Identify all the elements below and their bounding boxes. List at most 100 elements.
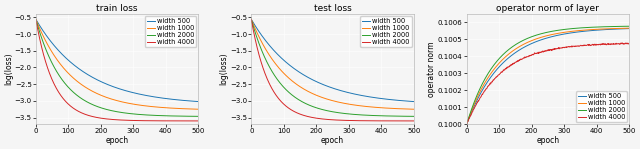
width 2000 — [352, 114, 360, 115]
width 4000 — [568, 46, 575, 48]
Y-axis label: log(loss): log(loss) — [220, 53, 228, 85]
width 4000 — [570, 45, 577, 47]
width 500 — [352, 93, 360, 95]
width 2000 — [139, 114, 147, 116]
width 1000 — [72, 80, 80, 81]
width 500 — [522, 45, 530, 47]
width 2000 — [597, 26, 605, 28]
width 1000 — [510, 49, 518, 51]
width 1000 — [32, 18, 40, 20]
width 1000 — [570, 30, 577, 32]
width 4000 — [195, 120, 202, 122]
width 2000 — [248, 18, 255, 20]
width 1000 — [294, 85, 302, 86]
width 2000 — [568, 28, 575, 30]
width 4000 — [32, 18, 40, 20]
width 2000 — [72, 94, 80, 96]
width 4000 — [354, 120, 362, 122]
width 500 — [91, 78, 99, 80]
Line: width 500: width 500 — [252, 19, 413, 102]
width 2000 — [79, 99, 87, 100]
width 2000 — [503, 50, 511, 52]
width 500 — [195, 101, 202, 103]
width 500 — [72, 66, 80, 67]
width 2000 — [382, 115, 390, 117]
width 500 — [463, 123, 470, 125]
width 4000 — [410, 120, 417, 122]
width 1000 — [568, 31, 575, 32]
Line: width 1000: width 1000 — [467, 28, 629, 124]
width 1000 — [354, 105, 362, 106]
Line: width 4000: width 4000 — [252, 19, 413, 121]
width 4000 — [597, 43, 605, 45]
width 500 — [79, 71, 87, 72]
width 500 — [354, 94, 362, 96]
width 2000 — [570, 28, 577, 29]
width 1000 — [137, 104, 145, 106]
width 2000 — [195, 115, 202, 117]
width 1000 — [382, 107, 390, 109]
Line: width 2000: width 2000 — [467, 26, 629, 124]
Line: width 2000: width 2000 — [36, 19, 198, 116]
width 1000 — [463, 123, 470, 125]
width 4000 — [382, 120, 390, 122]
width 500 — [248, 18, 255, 20]
width 2000 — [463, 123, 470, 125]
width 500 — [139, 94, 147, 96]
Line: width 500: width 500 — [467, 29, 629, 124]
width 4000 — [288, 109, 296, 111]
X-axis label: epoch: epoch — [321, 136, 344, 145]
Legend: width 500, width 1000, width 2000, width 4000: width 500, width 1000, width 2000, width… — [360, 16, 412, 47]
width 1000 — [79, 85, 87, 86]
width 1000 — [522, 42, 530, 44]
width 500 — [382, 98, 390, 100]
width 1000 — [503, 55, 511, 56]
Legend: width 500, width 1000, width 2000, width 4000: width 500, width 1000, width 2000, width… — [575, 91, 627, 122]
width 2000 — [510, 45, 518, 47]
width 4000 — [248, 18, 255, 20]
width 500 — [288, 66, 296, 67]
Title: train loss: train loss — [97, 4, 138, 13]
width 2000 — [166, 115, 174, 117]
width 500 — [307, 78, 314, 80]
X-axis label: epoch: epoch — [106, 136, 129, 145]
width 500 — [503, 58, 511, 60]
width 1000 — [195, 108, 202, 110]
width 1000 — [625, 27, 633, 29]
width 1000 — [166, 107, 174, 109]
width 500 — [568, 32, 575, 34]
Line: width 1000: width 1000 — [252, 19, 413, 109]
width 2000 — [91, 105, 99, 107]
width 2000 — [522, 38, 530, 40]
Line: width 2000: width 2000 — [252, 19, 413, 116]
Line: width 4000: width 4000 — [36, 19, 198, 121]
width 2000 — [137, 114, 145, 115]
width 500 — [570, 32, 577, 34]
width 4000 — [352, 120, 360, 122]
Line: width 1000: width 1000 — [36, 19, 198, 109]
width 4000 — [137, 120, 145, 122]
width 2000 — [288, 94, 296, 96]
width 1000 — [410, 108, 417, 110]
width 1000 — [597, 28, 605, 30]
width 500 — [166, 98, 174, 100]
width 1000 — [288, 80, 296, 81]
width 2000 — [354, 114, 362, 116]
width 4000 — [503, 67, 511, 69]
width 4000 — [91, 116, 99, 118]
width 500 — [625, 28, 633, 30]
X-axis label: epoch: epoch — [536, 136, 559, 145]
width 4000 — [618, 42, 626, 44]
width 500 — [137, 93, 145, 95]
width 500 — [410, 101, 417, 103]
width 4000 — [522, 57, 530, 58]
Title: test loss: test loss — [314, 4, 351, 13]
width 4000 — [510, 62, 518, 64]
width 1000 — [248, 18, 255, 20]
Line: width 500: width 500 — [36, 19, 198, 102]
width 1000 — [139, 105, 147, 106]
width 4000 — [166, 120, 174, 122]
width 1000 — [307, 92, 314, 93]
width 4000 — [79, 112, 87, 114]
width 2000 — [307, 105, 314, 107]
